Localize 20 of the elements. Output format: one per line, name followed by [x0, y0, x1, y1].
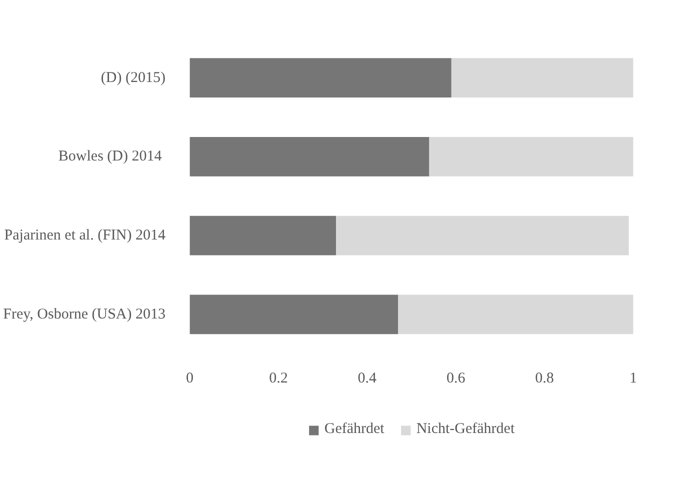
x-tick-label: 0 — [186, 370, 194, 387]
legend-label: Gefährdet — [324, 421, 384, 438]
x-tick-label: 0.4 — [358, 370, 378, 387]
y-tick-label: Pajarinen et al. (FIN) 2014 — [4, 228, 166, 244]
x-tick-label: 1 — [629, 370, 637, 387]
bar — [190, 58, 452, 98]
bar — [190, 294, 398, 334]
legend-label: Nicht-Gefährdet — [416, 421, 515, 438]
y-tick-label: (D) (2015) — [100, 70, 166, 86]
bar — [190, 136, 430, 176]
y-tick-label: Frey, Osborne (USA) 2013 — [3, 306, 166, 322]
x-tick-label: 0.2 — [269, 370, 288, 387]
bar — [429, 136, 634, 176]
bar — [190, 216, 336, 256]
bar — [398, 294, 634, 334]
x-tick-label: 0.8 — [535, 370, 554, 387]
x-tick-label: 0.6 — [446, 370, 466, 387]
bar — [451, 58, 634, 98]
y-tick-label: Bowles (D) 2014 — [58, 148, 162, 165]
bar — [336, 216, 629, 256]
